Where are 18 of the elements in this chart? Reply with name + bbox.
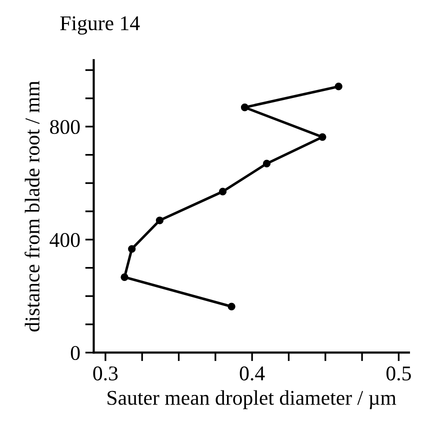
y-axis-title: distance from blade root / mm — [24, 80, 40, 332]
point — [120, 273, 128, 281]
point — [240, 104, 249, 112]
y-tick-label: 0 — [70, 346, 80, 360]
chart-title: Figure 14 — [60, 16, 140, 35]
x-tick-label: 0.3 — [93, 366, 118, 381]
point — [334, 82, 342, 90]
point — [228, 302, 236, 310]
y-tick-label: 400 — [50, 232, 80, 248]
x-tick-label: 0.5 — [386, 366, 411, 381]
point — [218, 188, 227, 196]
y-tick-label: 800 — [50, 120, 80, 134]
point — [156, 216, 164, 224]
point — [128, 245, 136, 253]
x-tick-label: 0.4 — [240, 366, 265, 381]
point — [318, 133, 326, 141]
x-axis-title: Sauter mean droplet diameter / µm — [108, 390, 396, 410]
point — [262, 160, 271, 168]
